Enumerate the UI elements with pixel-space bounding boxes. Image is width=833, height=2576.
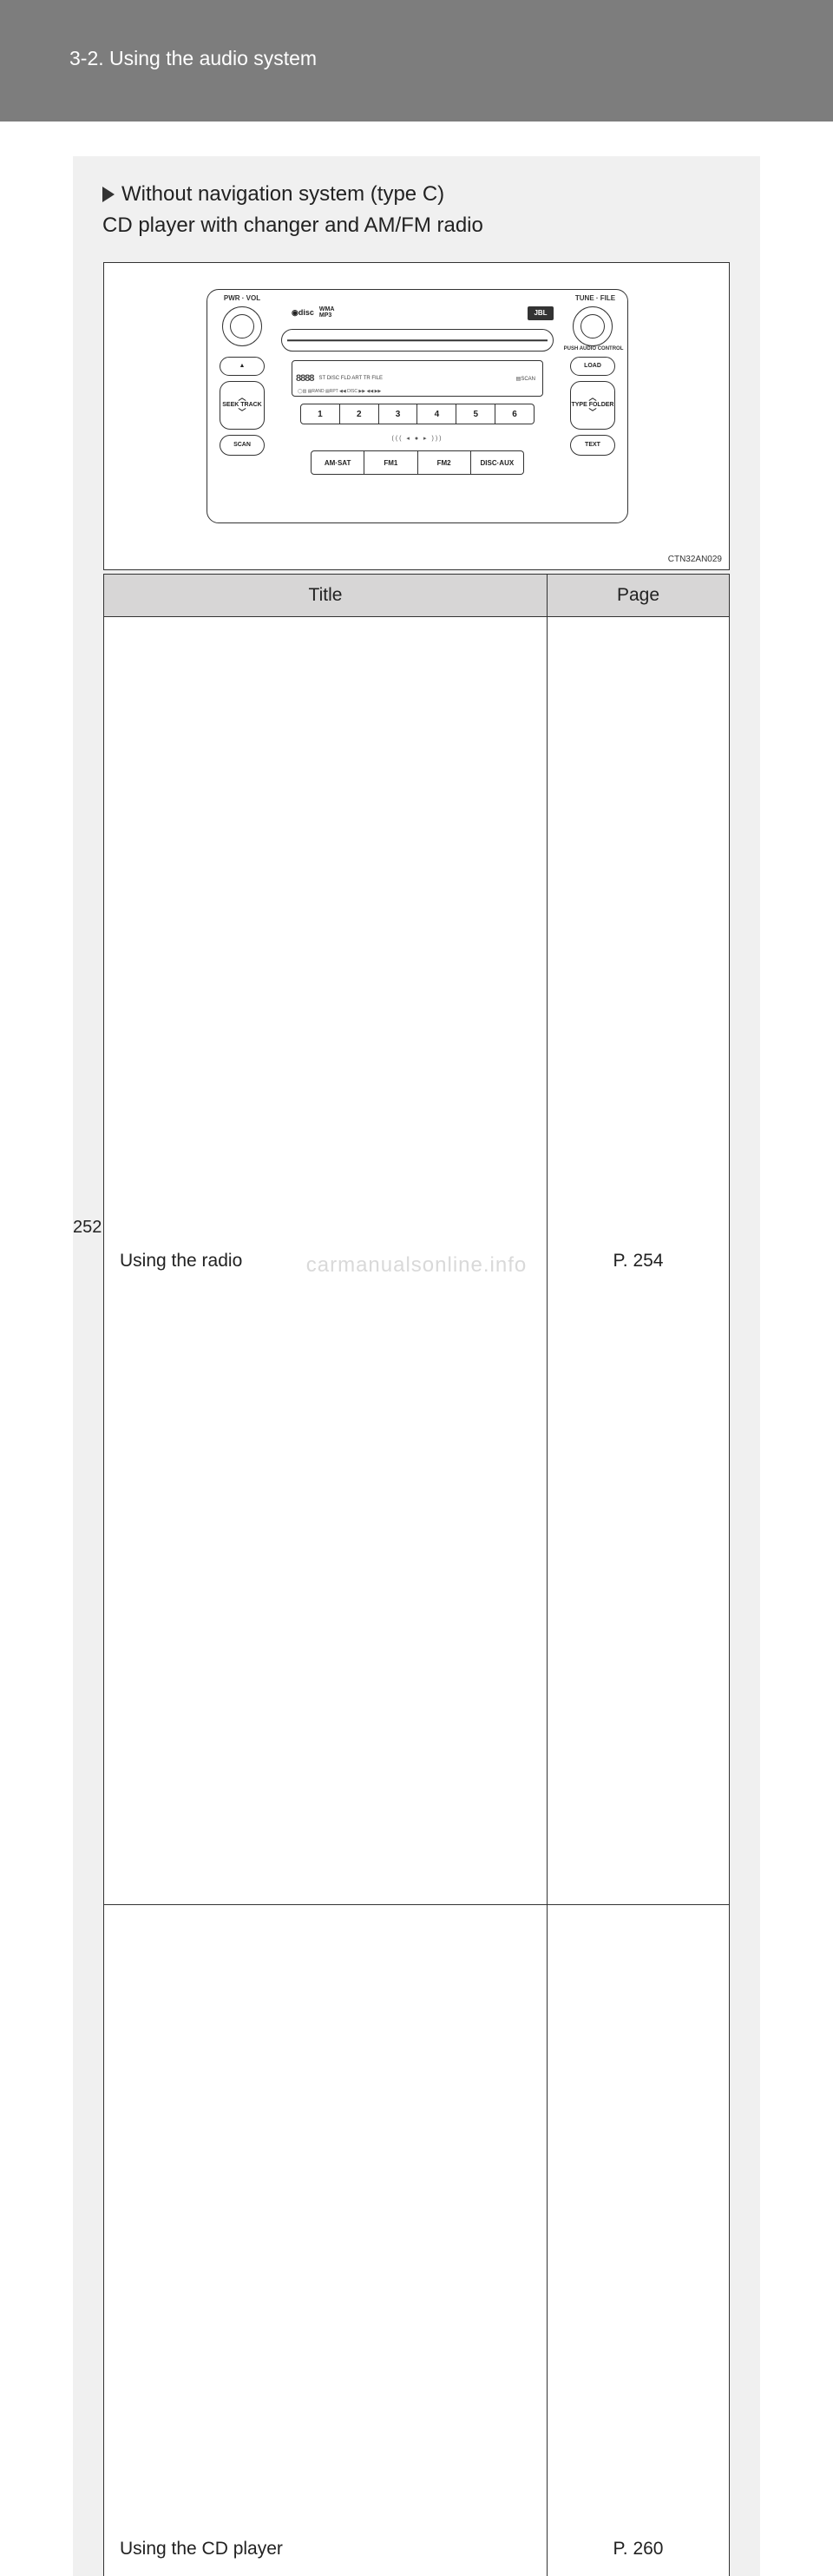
description-text: CD player with changer and AM/FM radio [102, 214, 731, 238]
pwr-vol-label: PWR · VOL [216, 294, 268, 302]
content-panel: Without navigation system (type C) CD pl… [73, 156, 760, 2576]
load-button: LOAD [570, 357, 615, 376]
preset-5: 5 [456, 404, 495, 424]
type-folder-button: ︿ TYPE FOLDER ﹀ [570, 381, 615, 430]
section-header: 3-2. Using the audio system [0, 0, 833, 122]
col-page: Page [548, 575, 730, 617]
segment-display: 8888 [296, 373, 313, 384]
center-panel: ◉disc WMA MP3 JBL 8888 ST DISC FLD ART T… [274, 299, 561, 508]
display-icons: ◯▥ ▤RAND ▤RPT ◀◀ DISC ▶▶ ◀◀ ▶▶ [298, 389, 381, 394]
tune-file-knob [573, 306, 613, 346]
subtitle-text: Without navigation system (type C) [121, 182, 444, 206]
figure-code: CTN32AN029 [668, 555, 722, 564]
rec-label: ((( ◂ ● ▸ ))) [274, 435, 561, 442]
chevron-down-icon: ﹀ [588, 409, 596, 417]
triangle-icon [102, 187, 115, 202]
preset-6: 6 [495, 404, 535, 424]
preset-2: 2 [340, 404, 379, 424]
seek-track-button: ︿ SEEK TRACK ﹀ [220, 381, 265, 430]
preset-3: 3 [379, 404, 418, 424]
lcd-display: 8888 ST DISC FLD ART TR FILE ▤SCAN ◯▥ ▤R… [292, 360, 543, 397]
mode-row: AM·SAT FM1 FM2 DISC·AUX [311, 450, 524, 475]
jbl-badge: JBL [528, 306, 554, 320]
mode-amsat: AM·SAT [311, 450, 364, 475]
scan-button: SCAN [220, 435, 265, 456]
watermark: carmanualsonline.info [0, 1253, 833, 1278]
eject-button: ▲ [220, 357, 265, 376]
chevron-up-icon: ︿ [238, 394, 246, 402]
reference-table: Title Page Using the radioP. 254 Using t… [103, 574, 730, 2576]
mode-discaux: DISC·AUX [471, 450, 524, 475]
audio-unit-diagram: PWR · VOL TUNE · FILE PUSH AUDIO CONTROL… [103, 262, 730, 570]
text-button: TEXT [570, 435, 615, 456]
audio-unit: PWR · VOL TUNE · FILE PUSH AUDIO CONTROL… [207, 289, 628, 523]
table-row: Using the CD playerP. 260 [104, 1905, 730, 2576]
section-title: 3-2. Using the audio system [69, 47, 317, 69]
preset-1: 1 [300, 404, 340, 424]
format-logos: ◉disc WMA MP3 [292, 306, 334, 319]
col-title: Title [104, 575, 548, 617]
push-audio-label: PUSH AUDIO CONTROL [559, 346, 628, 352]
disc-icon: ◉disc [292, 308, 314, 318]
display-tags: ST DISC FLD ART TR FILE [318, 376, 383, 381]
chevron-up-icon: ︿ [588, 394, 596, 402]
pwr-vol-knob [222, 306, 262, 346]
subtitle-row: Without navigation system (type C) [102, 182, 731, 207]
cd-slot [281, 329, 554, 352]
preset-row: 1 2 3 4 5 6 [300, 404, 535, 424]
mode-fm1: FM1 [364, 450, 417, 475]
manual-page: 3-2. Using the audio system Without navi… [0, 0, 833, 1288]
scan-tag: ▤SCAN [516, 376, 535, 382]
chevron-down-icon: ﹀ [238, 409, 246, 417]
preset-4: 4 [417, 404, 456, 424]
mode-fm2: FM2 [418, 450, 471, 475]
tune-file-label: TUNE · FILE [569, 294, 621, 302]
page-number: 252 [73, 1218, 102, 1238]
